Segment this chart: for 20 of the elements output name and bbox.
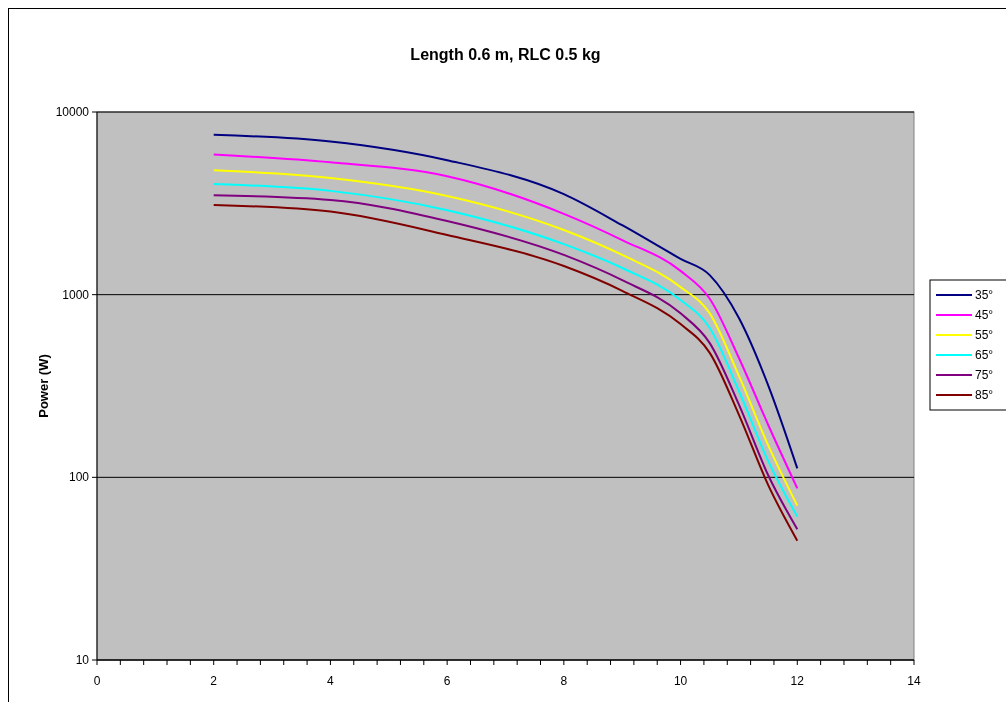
legend-label: 85° (975, 388, 994, 402)
x-tick-label: 2 (210, 674, 218, 688)
legend-label: 45° (975, 308, 994, 322)
legend-label: 35° (975, 288, 994, 302)
x-tick-label: 14 (907, 674, 921, 688)
y-tick-label: 1000 (62, 287, 90, 302)
y-tick-label: 100 (68, 470, 90, 485)
chart-title: Length 0.6 m, RLC 0.5 kg (410, 46, 601, 63)
legend-label: 75° (975, 368, 994, 382)
y-axis-title: Power (W) (36, 354, 51, 418)
x-tick-label: 0 (93, 674, 101, 688)
y-tick-label: 10000 (55, 105, 90, 119)
y-tick-label: 10 (75, 653, 90, 667)
x-tick-label: 6 (443, 674, 451, 688)
legend-label: 55° (975, 328, 994, 342)
x-tick-label: 10 (673, 674, 688, 688)
x-tick-label: 4 (327, 674, 335, 688)
x-tick-label: 8 (560, 674, 568, 688)
x-tick-label: 12 (790, 674, 805, 688)
legend-label: 65° (975, 348, 994, 362)
